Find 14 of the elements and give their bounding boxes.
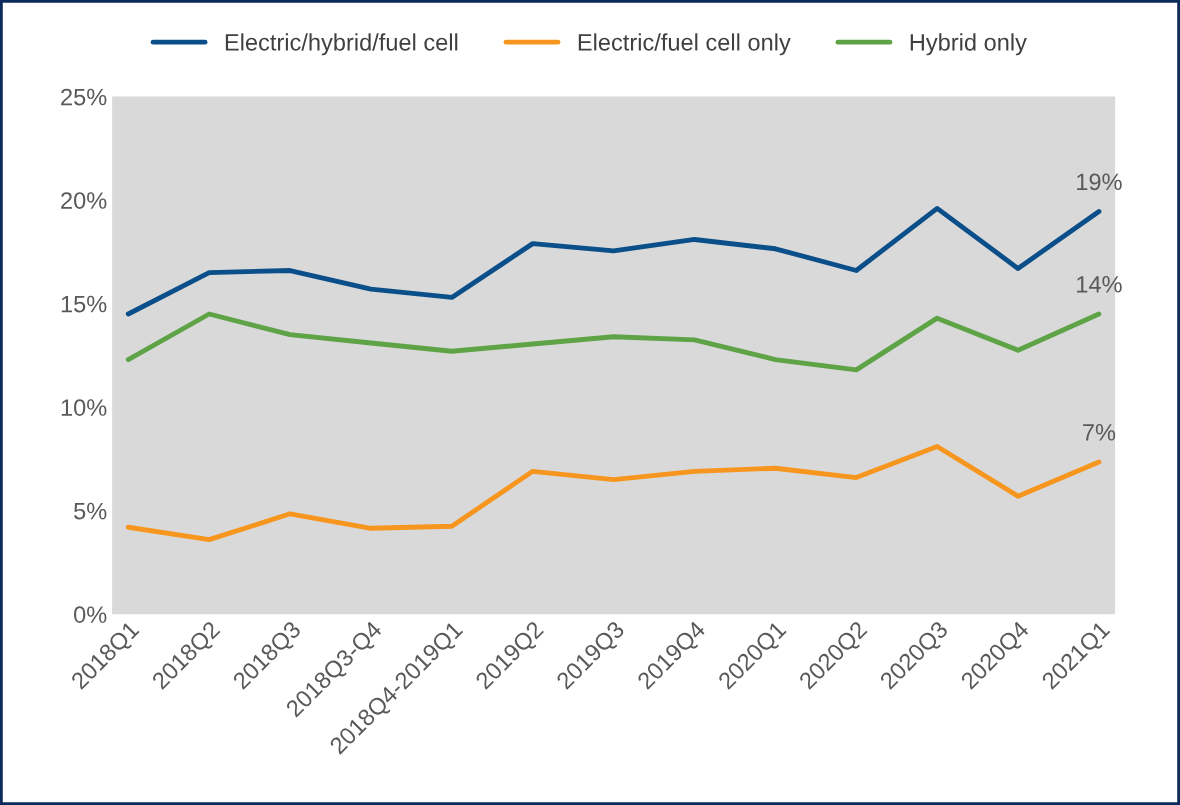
annotation: 14% — [1077, 276, 1122, 293]
annotation: 19% — [1077, 173, 1122, 191]
y-tick-label: 0% — [74, 606, 107, 623]
y-tick-label: 15% — [61, 295, 107, 313]
legend-label: Electric/fuel cell only — [578, 33, 791, 56]
y-tick-label: 5% — [74, 502, 107, 520]
legend-label: Hybrid only — [910, 33, 1027, 56]
annotation: 7% — [1083, 424, 1116, 441]
line-series — [125, 311, 1102, 373]
legend-label: Electric/hybrid/fuel cell — [225, 33, 458, 56]
y-tick-label: 25% — [61, 88, 107, 106]
y-tick-label: 20% — [61, 192, 107, 209]
line-series — [125, 444, 1102, 543]
y-tick-label: 10% — [61, 399, 107, 416]
